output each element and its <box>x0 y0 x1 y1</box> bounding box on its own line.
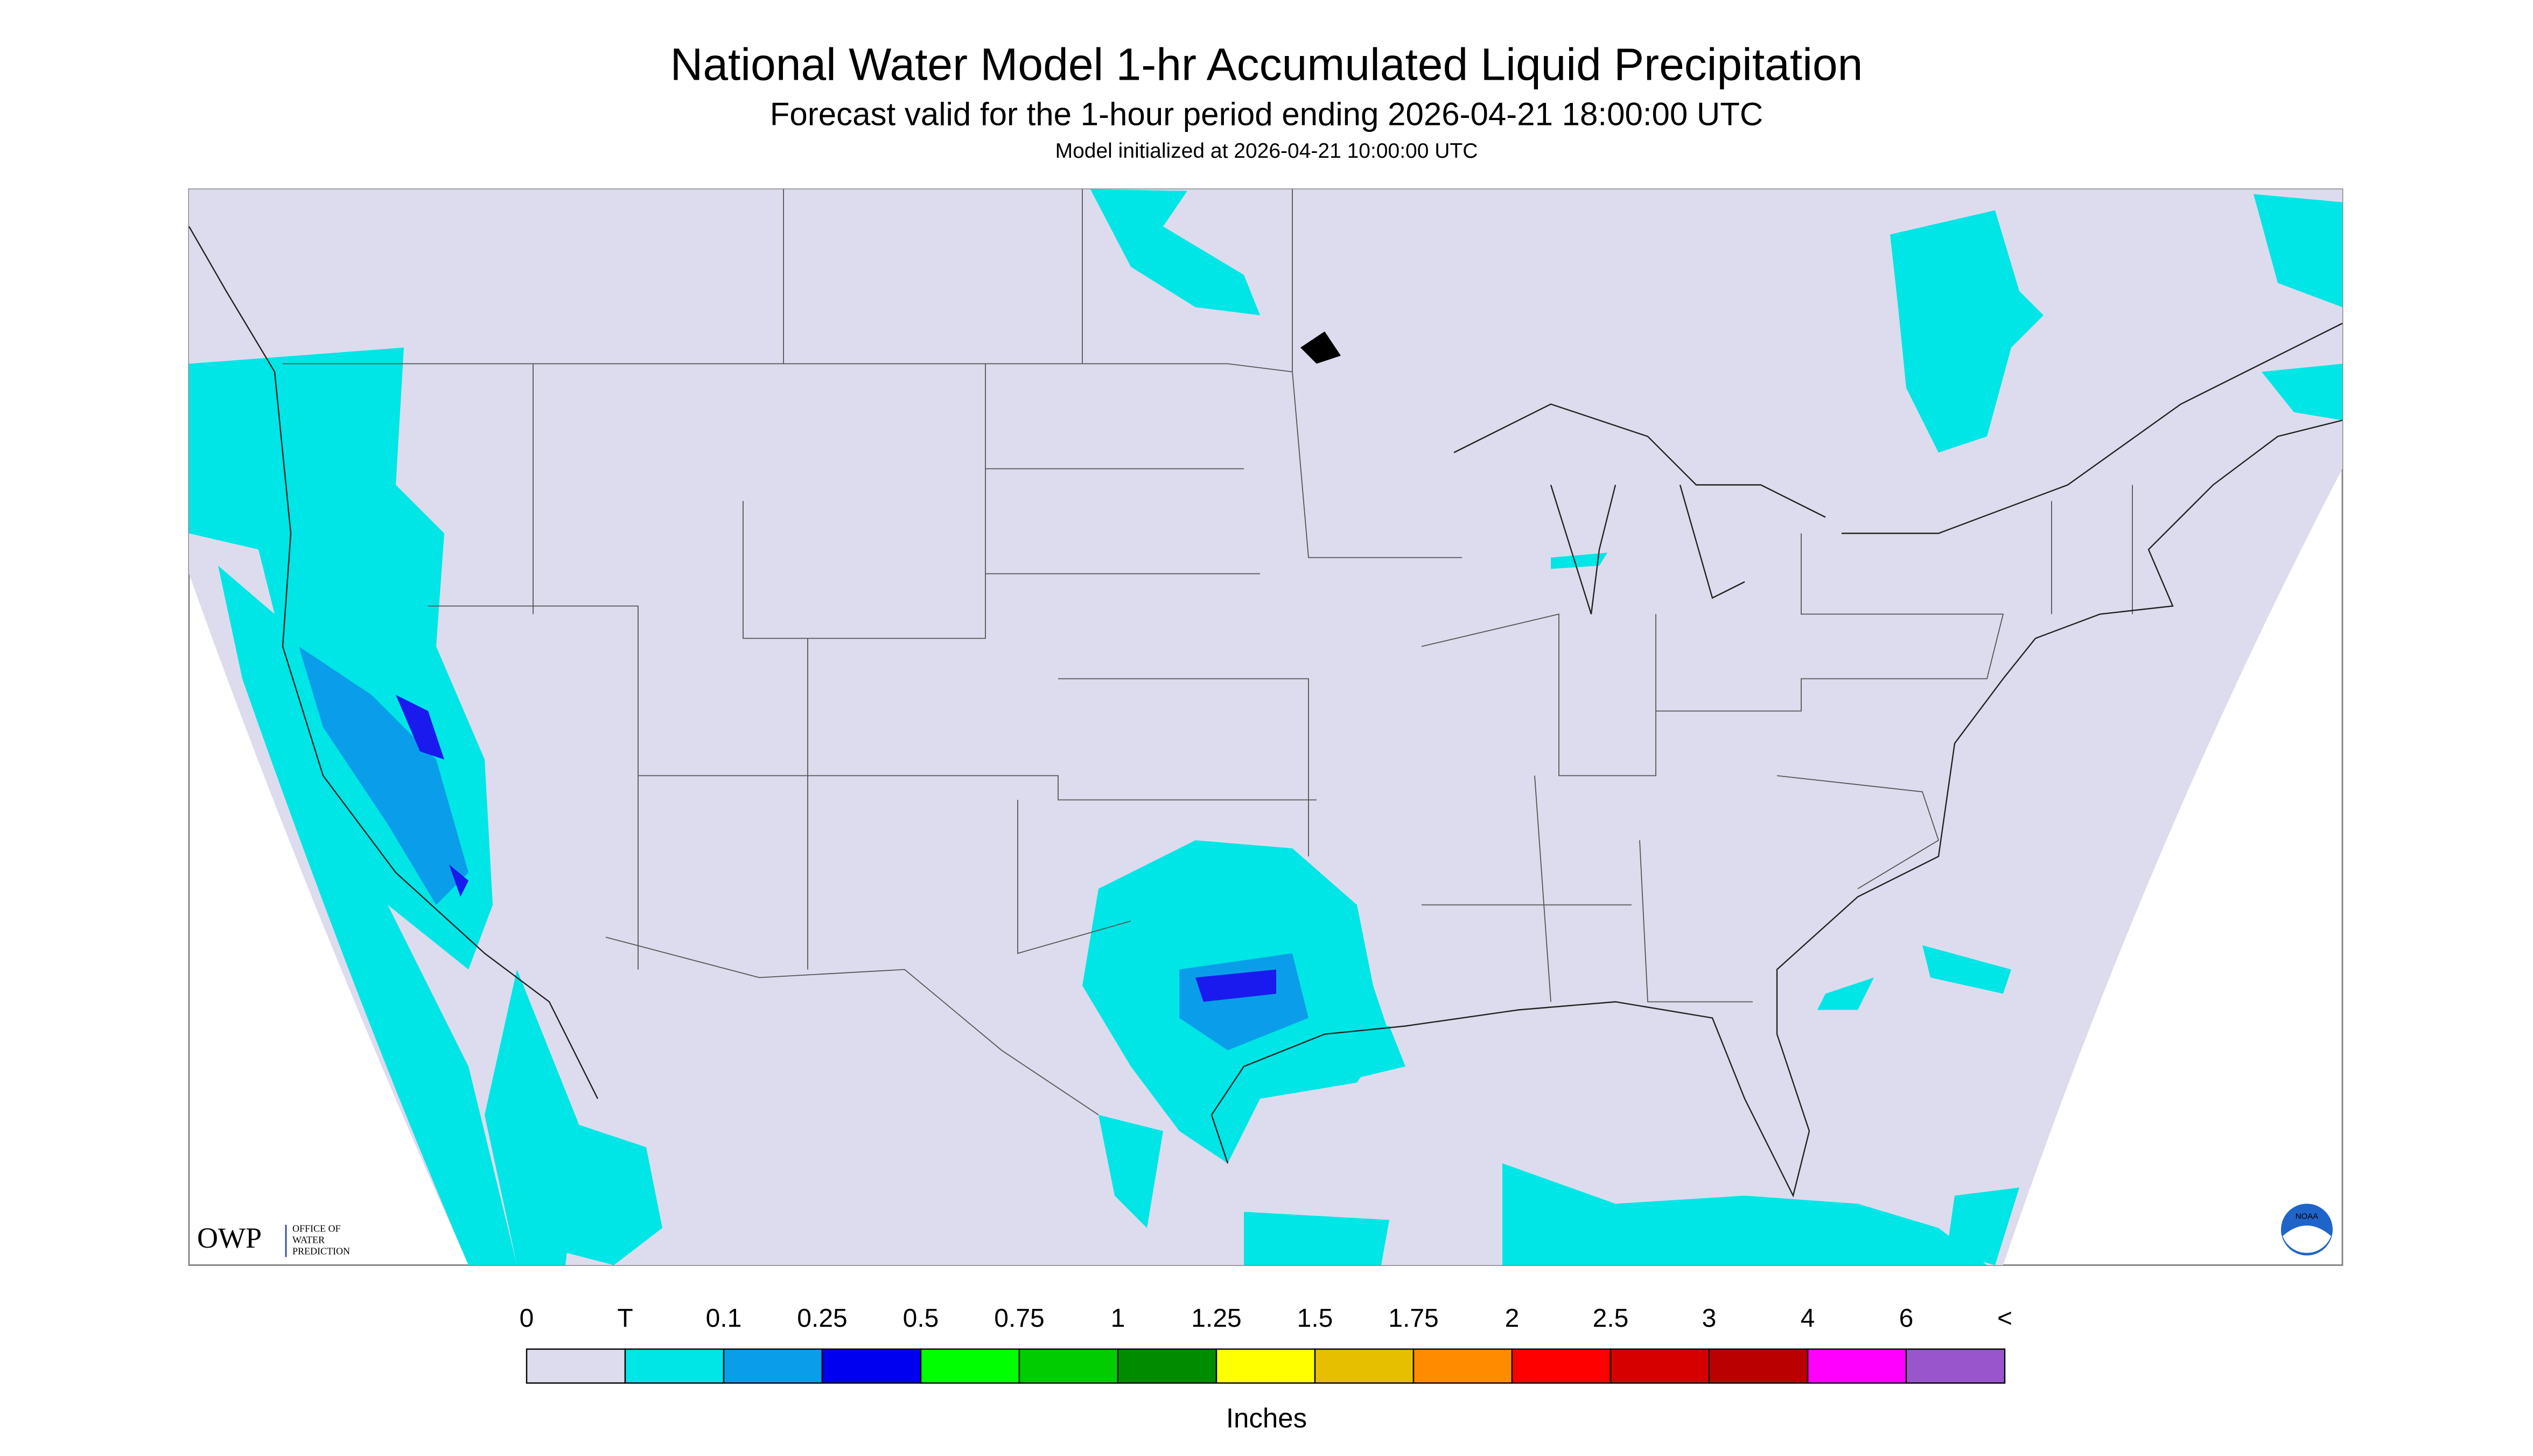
legend-label: 2 <box>1505 1304 1520 1333</box>
legend-label: 0.1 <box>706 1304 742 1333</box>
legend-swatch <box>1314 1348 1415 1384</box>
noaa-wave <box>2283 1226 2331 1253</box>
legend-label: 0.5 <box>903 1304 939 1333</box>
legend-swatch <box>821 1348 922 1384</box>
owp-mark: OWP <box>197 1222 262 1254</box>
map-panel: OWP OFFICE OF WATER PREDICTION NOAA <box>188 188 2343 1266</box>
legend-units: Inches <box>1226 1403 1307 1433</box>
subtitle: Forecast valid for the 1-hour period end… <box>770 96 1763 132</box>
precip-areas <box>189 189 2342 1265</box>
legend-swatch <box>723 1348 823 1384</box>
legend-swatch <box>1117 1348 1217 1384</box>
legend-swatch <box>526 1348 626 1384</box>
legend-label: 1 <box>1111 1304 1125 1333</box>
legend-swatch <box>1412 1348 1513 1384</box>
legend-label: 2.5 <box>1593 1304 1629 1333</box>
legend-label: 1.25 <box>1191 1304 1241 1333</box>
init-note: Model initialized at 2026-04-21 10:00:00… <box>1055 139 1478 163</box>
legend-swatch <box>624 1348 725 1384</box>
legend-swatch <box>920 1348 1020 1384</box>
legend-label: T <box>617 1304 633 1333</box>
legend-swatch <box>1610 1348 1710 1384</box>
legend-label: 1.75 <box>1388 1304 1438 1333</box>
owp-text: OFFICE OF <box>292 1223 341 1234</box>
legend-swatch <box>1215 1348 1316 1384</box>
legend-label: 4 <box>1801 1304 1815 1333</box>
legend-swatch <box>1708 1348 1809 1384</box>
legend-label: 3 <box>1702 1304 1717 1333</box>
title: National Water Model 1-hr Accumulated Li… <box>670 39 1863 90</box>
legend-swatch <box>1807 1348 1907 1384</box>
legend-label: 0.75 <box>994 1304 1044 1333</box>
legend-swatch <box>1905 1348 2006 1384</box>
legend-swatch <box>1018 1348 1119 1384</box>
model-domain <box>189 189 2342 1265</box>
legend-label: 6 <box>1899 1304 1914 1333</box>
legend-label: 0.25 <box>797 1304 847 1333</box>
owp-text: WATER <box>292 1235 325 1245</box>
legend-label: 0 <box>520 1304 534 1333</box>
legend: Inches 0 T 0.1 0.25 0.5 0.75 1 1.25 1.5 1.75 2 2.5 3… <box>520 1304 2012 1433</box>
owp-text: PREDICTION <box>292 1246 350 1257</box>
boundaries <box>188 189 2343 1198</box>
owp-logo: OWP OFFICE OF WATER PREDICTION <box>197 1222 350 1257</box>
noaa-text: NOAA <box>2296 1212 2319 1221</box>
legend-label: 1.5 <box>1297 1304 1333 1333</box>
legend-label: < <box>1997 1304 2012 1333</box>
lake-marker <box>1300 331 1341 364</box>
noaa-logo: NOAA <box>2281 1203 2333 1256</box>
legend-swatch <box>1511 1348 1612 1384</box>
